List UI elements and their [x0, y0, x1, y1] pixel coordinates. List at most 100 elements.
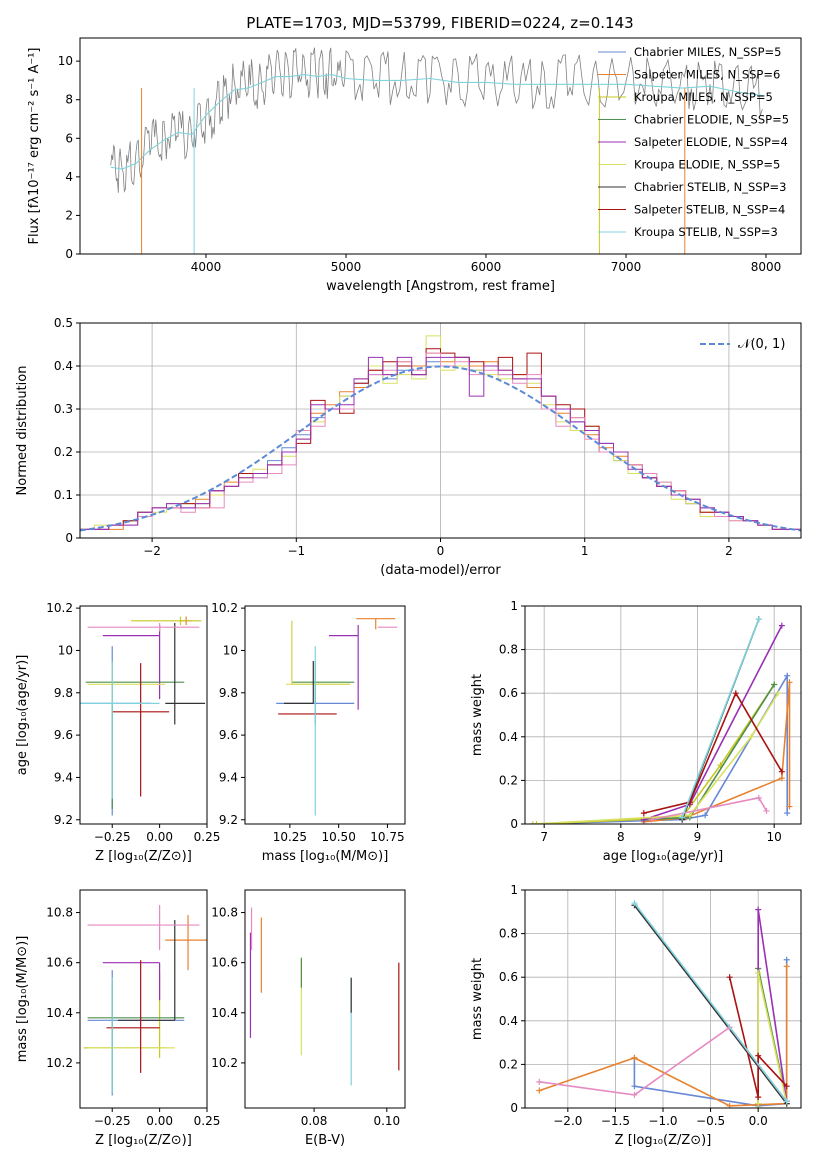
weight-marker: [755, 1100, 762, 1107]
axes-frame: [244, 605, 406, 825]
panel-massweight-vs-metallicity: −2.0 −1.5 −1.0 −0.5 0.0 0 0.2 0.4 0.6 0.8 1 Z [log₁…: [470, 883, 802, 1148]
weight-marker: [748, 733, 755, 740]
weight-marker: [726, 974, 733, 981]
figure-title: PLATE=1703, MJD=53799, FIBERID=0224, z=0…: [246, 14, 633, 32]
weight-series-4: [643, 625, 783, 821]
y-tick-label: 10.6: [46, 956, 73, 970]
weight-marker: [755, 794, 762, 801]
y-tick-label: 6: [65, 131, 73, 145]
x-tick-label: 0.10: [373, 1114, 400, 1128]
legend-label: Kroupa STELIB, N_SSP=3: [634, 225, 778, 239]
y-tick-label: 9.8: [219, 686, 238, 700]
y-tick-label: 0: [510, 1101, 518, 1115]
weight-marker: [763, 807, 770, 814]
legend-label: Chabrier MILES, N_SSP=5: [634, 45, 781, 59]
y-tick-label: 2: [65, 208, 73, 222]
weight-marker: [686, 812, 693, 819]
weight-series-4: [757, 909, 788, 1104]
x-tick-label: 5000: [331, 260, 362, 274]
x-tick-label: 10.50: [321, 830, 355, 844]
spectrum-model-line: [110, 74, 765, 170]
x-tick-label: 0: [437, 544, 445, 558]
y-axis-label: mass [log₁₀(M/M⊙)]: [15, 936, 30, 1063]
weight-marker: [775, 690, 781, 697]
y-tick-label: 10.6: [211, 956, 238, 970]
y-tick-label: 0: [65, 247, 73, 261]
weight-marker: [529, 821, 536, 824]
x-tick-label: −2: [143, 544, 161, 558]
y-tick-label: 10.2: [211, 601, 238, 615]
y-tick-label: 10: [223, 643, 238, 657]
weight-marker: [784, 672, 791, 679]
x-tick-label: 0.25: [194, 1114, 221, 1128]
x-tick-label: 8: [617, 830, 625, 844]
y-tick-label: 10.4: [46, 1006, 73, 1020]
x-tick-label: −1: [287, 544, 305, 558]
y-tick-label: 1: [510, 883, 518, 897]
x-tick-label: −0.25: [94, 830, 131, 844]
y-tick-label: 0.8: [499, 927, 518, 941]
x-tick-label: 10.25: [273, 830, 307, 844]
axes-frame: [79, 605, 208, 825]
axes-frame: [79, 889, 208, 1109]
y-tick-label: 9.8: [54, 686, 73, 700]
plot-area: [249, 907, 400, 1086]
weight-marker: [784, 810, 791, 817]
x-tick-label: −0.25: [94, 1114, 131, 1128]
weight-marker: [783, 956, 790, 963]
x-tick-label: −1.0: [648, 1114, 677, 1128]
weight-marker: [702, 812, 709, 819]
y-tick-label: 0.1: [54, 488, 73, 502]
x-axis-label: Z [log₁₀(Z/Z⊙)]: [95, 1133, 192, 1148]
weight-marker: [755, 1094, 762, 1101]
weight-series-7: [643, 691, 783, 814]
spectrum-data-line: [110, 47, 763, 193]
plot-area: [536, 900, 790, 1108]
weight-series-7: [728, 977, 788, 1098]
y-tick-label: 0.3: [54, 402, 73, 416]
y-tick-label: 0.8: [499, 643, 518, 657]
weight-marker: [778, 775, 785, 782]
y-tick-label: 0: [510, 817, 518, 831]
y-tick-label: 10: [58, 54, 73, 68]
y-tick-label: 0.2: [499, 1057, 518, 1071]
y-tick-label: 10.8: [211, 906, 238, 920]
legend-label: Salpeter STELIB, N_SSP=4: [634, 203, 785, 217]
y-tick-label: 9.6: [54, 728, 73, 742]
y-axis-label: mass weight: [470, 958, 485, 1040]
x-axis-label: mass [log₁₀(M/M⊙)]: [262, 849, 389, 864]
weight-marker: [679, 814, 686, 821]
panel-massweight-vs-age: 7 8 9 10 0 0.2 0.4 0.6 0.8 1 age [log₁₀(age/yr)] ma…: [470, 599, 802, 864]
y-tick-label: 0.6: [499, 970, 518, 984]
y-axis-label: mass weight: [470, 674, 485, 756]
plot-area: [80, 616, 206, 816]
x-axis-label: (data-model)/error: [380, 563, 501, 578]
x-tick-label: −1.5: [601, 1114, 630, 1128]
weight-marker: [778, 622, 785, 629]
normal-curve: [80, 365, 801, 532]
y-axis-label: Normed distribution: [15, 366, 30, 496]
x-axis-label: E(B-V): [305, 1133, 345, 1148]
weight-series-9: [681, 618, 760, 818]
x-tick-label: 6000: [471, 260, 502, 274]
weight-marker: [536, 1087, 543, 1094]
legend-label: Kroupa MILES, N_SSP=5: [634, 90, 773, 104]
x-axis-label: Z [log₁₀(Z/Z⊙)]: [95, 849, 192, 864]
y-axis-label: age [log₁₀(age/yr)]: [15, 655, 30, 776]
y-tick-label: 0.5: [54, 316, 73, 330]
x-tick-label: 2: [725, 544, 733, 558]
axes-frame: [524, 605, 802, 825]
y-tick-label: 10: [58, 643, 73, 657]
y-tick-label: 0.2: [54, 445, 73, 459]
y-tick-label: 10.2: [46, 601, 73, 615]
weight-marker: [786, 803, 793, 810]
y-tick-label: 0.6: [499, 686, 518, 700]
y-tick-label: 9.4: [219, 770, 238, 784]
y-tick-label: 9.2: [219, 813, 238, 827]
y-tick-label: 4: [65, 170, 73, 184]
legend-label: Kroupa ELODIE, N_SSP=5: [634, 158, 780, 172]
x-axis-label: Z [log₁₀(Z/Z⊙)]: [615, 1133, 712, 1148]
x-tick-label: 9: [694, 830, 702, 844]
x-tick-label: 7000: [611, 260, 642, 274]
